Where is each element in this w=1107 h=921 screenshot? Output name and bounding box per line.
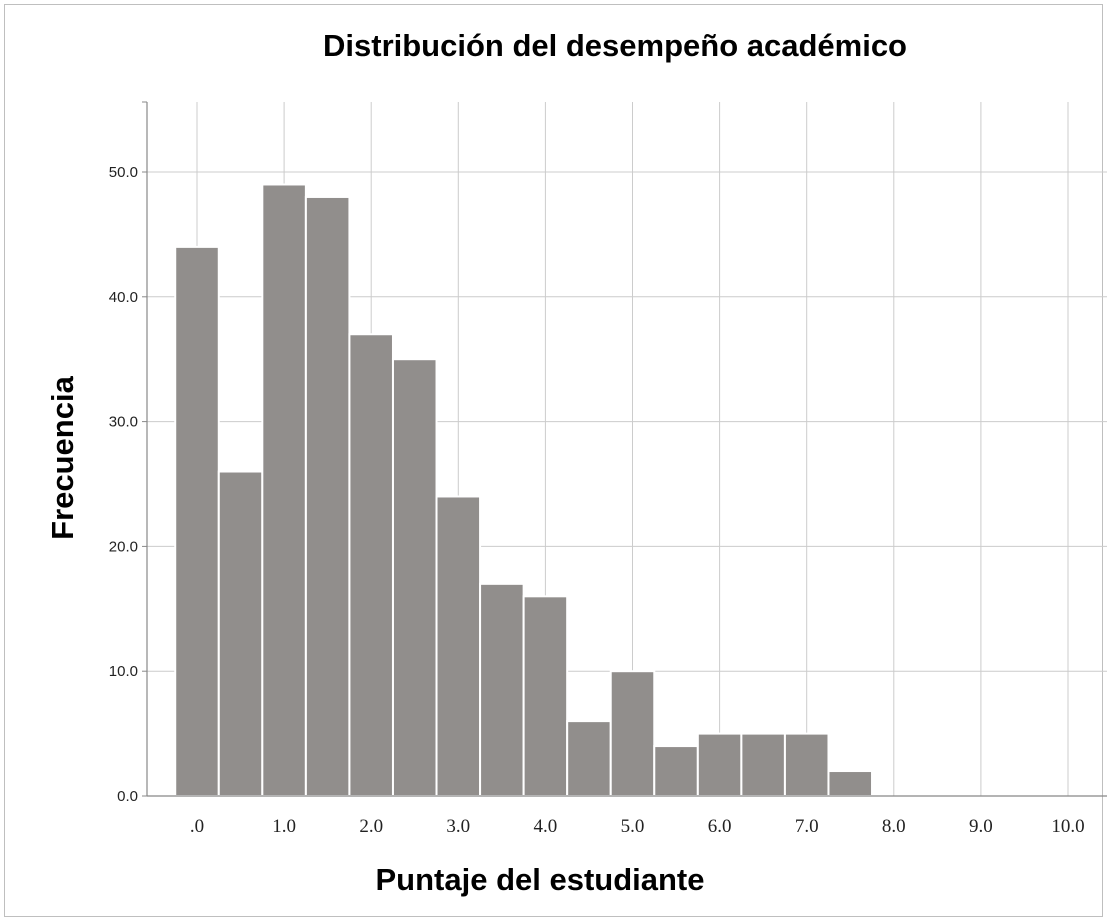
histogram-bar xyxy=(696,732,743,797)
histogram-bar xyxy=(304,195,351,797)
y-tick-label: 0.0 xyxy=(117,788,138,805)
x-tick-label: 8.0 xyxy=(882,816,906,837)
tick-layer: 0.0 10.0 20.0 30.0 40.0 50.0 .0 1.0 2.0 3.0 4.0 5.0… xyxy=(109,164,1085,837)
x-tick-label: 10.0 xyxy=(1051,816,1084,837)
histogram-bar xyxy=(522,595,569,797)
x-tick-label: 9.0 xyxy=(969,816,993,837)
y-tick-label: 10.0 xyxy=(109,663,138,680)
histogram-bar xyxy=(740,732,786,797)
x-tick-label: 2.0 xyxy=(359,816,383,837)
histogram-bar xyxy=(566,720,612,797)
x-tick-label: .0 xyxy=(190,816,204,837)
histogram-bar xyxy=(827,770,874,797)
histogram-bar xyxy=(435,495,482,797)
x-tick-label: 7.0 xyxy=(795,816,819,837)
bar-layer xyxy=(174,183,874,798)
histogram-bar xyxy=(479,582,525,798)
x-tick-label: 3.0 xyxy=(446,816,470,837)
x-tick-label: 4.0 xyxy=(534,816,558,837)
y-tick-label: 20.0 xyxy=(109,538,138,555)
histogram-bar xyxy=(217,470,264,797)
histogram-bar xyxy=(174,245,220,797)
histogram-bar xyxy=(783,732,830,797)
y-tick-label: 50.0 xyxy=(109,164,138,181)
x-tick-label: 1.0 xyxy=(272,816,296,837)
chart-title: Distribución del desempeño académico xyxy=(323,28,907,63)
y-tick-label: 40.0 xyxy=(109,289,138,306)
x-axis-title: Puntaje del estudiante xyxy=(375,862,705,897)
histogram-bar xyxy=(391,358,438,797)
histogram-bar xyxy=(348,333,394,797)
x-tick-label: 5.0 xyxy=(621,816,645,837)
histogram-bar xyxy=(261,183,307,798)
x-tick-label: 6.0 xyxy=(708,816,732,837)
axis-layer xyxy=(142,101,1107,797)
histogram-bar xyxy=(609,670,656,798)
y-tick-label: 30.0 xyxy=(109,414,138,431)
histogram-bar xyxy=(653,745,699,798)
